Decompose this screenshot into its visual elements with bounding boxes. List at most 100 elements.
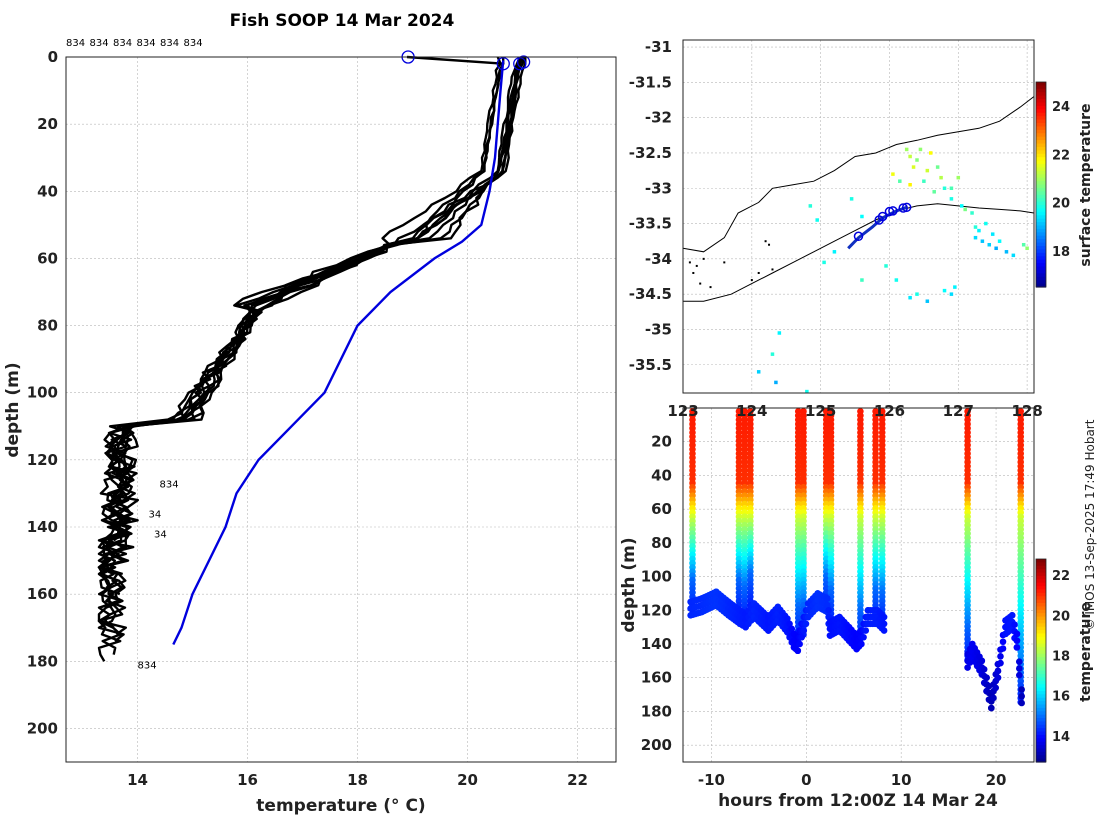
profile-id-label: 834 — [160, 38, 179, 49]
section-colorbar-segment — [1036, 572, 1046, 577]
map-colorbar-frame — [1035, 81, 1047, 288]
section-colorbar-label: temperature — [1078, 602, 1094, 702]
section-colorbar-segment — [1036, 677, 1046, 682]
surface-temperature-point — [756, 370, 761, 374]
map-colorbar-segment — [1036, 252, 1046, 257]
surface-temperature-point — [764, 240, 767, 243]
section-colorbar-segment — [1036, 728, 1046, 733]
section-ytick-label: 120 — [641, 601, 672, 619]
section-colorbar-tick-label: 14 — [1052, 730, 1070, 745]
surface-temperature-point — [915, 292, 919, 296]
surface-temperature-point — [860, 278, 864, 282]
map-ytick-label: -31.5 — [629, 73, 672, 91]
section-temperature-point — [880, 613, 888, 621]
section-colorbar-segment — [1036, 559, 1046, 563]
section-temperature-point — [825, 606, 832, 614]
map-ytick-label: -35 — [645, 320, 672, 338]
map-colorbar-label: surface temperature — [1078, 103, 1094, 266]
map-colorbar-segment — [1036, 191, 1046, 196]
map-colorbar-segment — [1036, 181, 1046, 186]
section-colorbar-tick-label: 16 — [1052, 690, 1070, 705]
section-xlabel: hours from 12:00Z 14 Mar 24 — [718, 791, 998, 811]
section-colorbar-segment — [1036, 748, 1046, 753]
map-colorbar-segment — [1036, 133, 1046, 138]
section-colorbar-segment — [1036, 721, 1046, 726]
section-colorbar-tick-label: 22 — [1052, 569, 1070, 584]
section-colorbar-segment — [1036, 626, 1046, 631]
surface-temperature-point — [935, 165, 940, 169]
section-temperature-point — [1018, 692, 1025, 700]
map-colorbar-segment — [1036, 167, 1046, 172]
left-xtick-label: 22 — [567, 771, 588, 789]
surface-temperature-point — [949, 186, 954, 191]
section-colorbar-segment — [1036, 684, 1046, 689]
section-colorbar-segment — [1036, 640, 1046, 645]
section-xtick-label: 0 — [801, 771, 811, 789]
section-temperature-point — [794, 647, 802, 655]
section-temperature-point — [823, 595, 831, 602]
surface-temperature-point — [688, 261, 691, 264]
left-xtick-label: 16 — [237, 771, 258, 789]
surface-temperature-point — [939, 175, 943, 180]
section-colorbar-segment — [1036, 596, 1046, 601]
map-colorbar-segment — [1036, 225, 1046, 230]
profile-location-marker — [901, 202, 912, 213]
section-ytick-label: 40 — [651, 466, 672, 484]
section-colorbar-segment — [1036, 731, 1046, 736]
left-ytick-label: 40 — [37, 182, 58, 200]
map-ytick-label: -31 — [645, 38, 672, 56]
section-colorbar-segment — [1036, 650, 1046, 655]
section-temperature-point — [802, 620, 810, 628]
section-temperature-point — [990, 694, 997, 702]
section-colorbar-segment — [1036, 670, 1046, 675]
surface-temperature-point — [849, 197, 854, 201]
surface-temperature-point — [994, 246, 998, 251]
map-colorbar-segment — [1036, 235, 1046, 240]
left-ylabel: depth (m) — [3, 362, 23, 457]
section-colorbar-segment — [1036, 575, 1046, 580]
section-temperature-point — [784, 615, 791, 623]
section-colorbar-segment — [1036, 660, 1046, 665]
surface-temperature-point — [949, 292, 954, 296]
map-colorbar-segment — [1036, 170, 1046, 175]
map-colorbar-segment — [1036, 99, 1046, 104]
surface-temperature-point — [894, 278, 899, 282]
left-plot-area — [97, 50, 531, 662]
map-ytick-label: -33.5 — [629, 215, 672, 233]
map-colorbar-segment — [1036, 211, 1046, 216]
section-temperature-point — [1015, 671, 1023, 679]
section-temperature-point — [880, 620, 888, 628]
section-colorbar-segment — [1036, 687, 1046, 692]
surface-temperature-point — [770, 352, 775, 356]
section-temperature-point — [1018, 699, 1025, 707]
map-colorbar-segment — [1036, 259, 1046, 264]
map-xtick-label: 124 — [736, 402, 767, 420]
map-xtick-label: 127 — [943, 402, 974, 420]
surface-temperature-point — [963, 207, 967, 212]
map-colorbar-segment — [1036, 283, 1046, 288]
map-xtick-label: 125 — [805, 402, 836, 420]
surface-marker — [496, 57, 510, 71]
map-colorbar-segment — [1036, 269, 1046, 274]
surface-temperature-point — [904, 147, 909, 152]
section-plot-area — [687, 408, 1025, 712]
surface-temperature-point — [771, 268, 774, 271]
observed-profile-line — [99, 56, 521, 576]
left-ytick-label: 120 — [27, 451, 58, 469]
map-colorbar-tick-label: 18 — [1052, 245, 1070, 260]
map-xtick-label: 123 — [667, 402, 698, 420]
surface-temperature-point — [922, 179, 926, 183]
section-colorbar-segment — [1036, 734, 1046, 739]
section-colorbar-segment — [1036, 694, 1046, 699]
left-ytick-label: 180 — [27, 652, 58, 670]
profile-location-marker — [888, 206, 898, 216]
section-temperature-point — [1015, 658, 1023, 665]
section-colorbar-segment — [1036, 704, 1046, 709]
shelf-contour — [683, 203, 1035, 302]
section-temperature-point — [999, 645, 1007, 652]
surface-temperature-point — [987, 242, 992, 247]
section-temperature-point — [994, 667, 1002, 675]
section-temperature-point — [1011, 621, 1018, 628]
section-ytick-label: 20 — [651, 433, 672, 451]
section-xtick-label: 20 — [986, 771, 1007, 789]
